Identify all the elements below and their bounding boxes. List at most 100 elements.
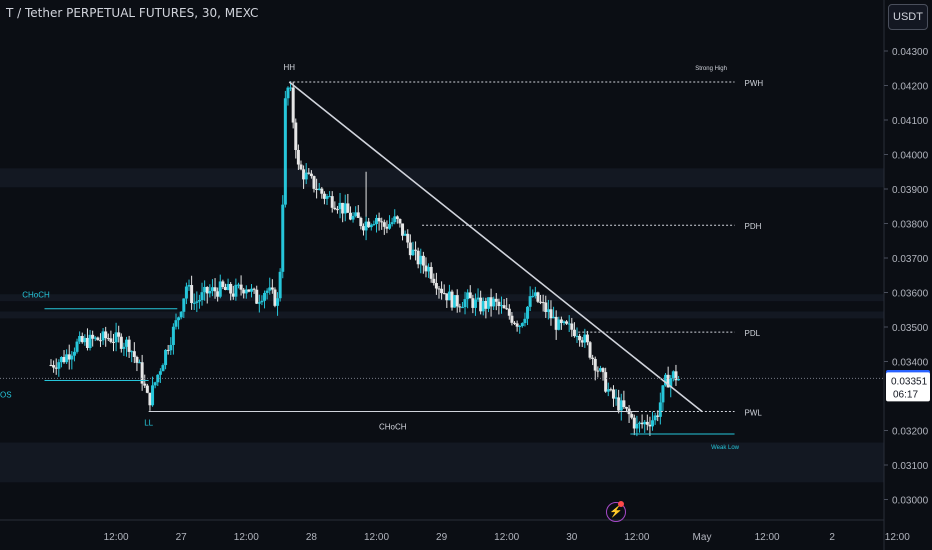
choch-upper-line-label: CHoCH [22, 291, 50, 300]
zone-band [0, 168, 884, 188]
candle-body [255, 289, 259, 304]
candle-body [526, 306, 530, 319]
candle-body [502, 305, 506, 309]
candle-body [164, 349, 168, 366]
candle-body [385, 226, 389, 229]
lightning-icon[interactable]: ⚡ [606, 502, 626, 522]
candle-body [630, 414, 634, 418]
candle-body [497, 301, 501, 307]
candle-body [93, 337, 97, 339]
zone-band [0, 442, 884, 483]
candle-body [638, 422, 642, 424]
candle-body [80, 336, 84, 343]
candle-body [479, 297, 483, 312]
chart-title: T / Tether PERPETUAL FUTURES, 30, MEXC [6, 6, 259, 20]
candle-body [195, 301, 199, 303]
candle-body [481, 300, 485, 312]
candle-body [466, 292, 470, 300]
candle-body [127, 339, 131, 352]
candle-body [309, 173, 313, 177]
y-tick-label: 0.03800 [892, 220, 929, 231]
candle-body [401, 223, 405, 236]
candles [49, 81, 681, 437]
candle-body [114, 332, 118, 343]
candle-body [544, 302, 548, 313]
candle-body [247, 289, 251, 292]
candle-body [119, 336, 123, 349]
candle-body [447, 291, 451, 301]
candle-body [250, 288, 254, 292]
candle-body [669, 378, 673, 388]
candle-body [369, 224, 373, 228]
candle-body [411, 249, 415, 256]
candle-body [192, 302, 196, 304]
choch-lower-line-label: CHoCH [379, 423, 407, 432]
candle-body [145, 385, 149, 393]
candle-body [330, 196, 334, 208]
candle-body [263, 292, 267, 301]
candle-body [307, 172, 311, 174]
candle-body [486, 297, 490, 309]
candle-body [101, 331, 105, 341]
candle-body [513, 322, 517, 324]
y-tick-label: 0.03900 [892, 185, 929, 196]
candle-body [328, 196, 332, 198]
x-tick-label: 12:00 [624, 532, 649, 543]
candle-body [72, 351, 76, 356]
candle-body [54, 367, 58, 369]
candle-body [234, 284, 238, 297]
candle-body [286, 87, 290, 99]
candle-body [453, 295, 457, 308]
candle-body [356, 212, 360, 218]
y-tick-label: 0.04000 [892, 151, 929, 162]
candle-body [403, 233, 407, 236]
y-tick-label: 0.03600 [892, 289, 929, 300]
candle-body [653, 415, 657, 421]
candle-body [640, 422, 644, 425]
pwl-line-label: PWL [745, 409, 763, 418]
candle-body [83, 337, 87, 343]
currency-button[interactable]: USDT [888, 4, 928, 30]
y-tick-label: 0.04300 [892, 47, 929, 58]
candle-body [611, 389, 615, 399]
candle-body [635, 423, 639, 429]
candle-body [377, 217, 381, 222]
candle-body [565, 321, 569, 324]
candle-body [380, 221, 384, 223]
candle-body [205, 286, 209, 294]
candle-body [372, 223, 376, 225]
candle-body [276, 298, 280, 306]
candle-body [601, 368, 605, 373]
candle-body [572, 329, 576, 337]
candle-body [658, 402, 662, 417]
candle-body [427, 266, 431, 272]
candle-body [75, 341, 79, 352]
candle-body [270, 287, 274, 290]
candle-body [96, 337, 100, 341]
candle-body [645, 421, 649, 425]
candle-body [494, 298, 498, 302]
hh-label: HH [283, 63, 295, 72]
x-tick-label: May [693, 532, 712, 543]
candle-body [341, 202, 345, 214]
candle-body [111, 341, 115, 343]
candle-body [283, 98, 287, 205]
candle-body [239, 284, 243, 290]
candle-body [197, 300, 201, 302]
candle-body [539, 301, 543, 303]
candle-body [546, 309, 550, 313]
candle-body [666, 374, 670, 388]
candle-body [416, 250, 420, 265]
candle-body [166, 349, 170, 351]
candle-body [343, 203, 347, 214]
candle-body [229, 283, 233, 294]
y-tick-label: 0.03100 [892, 461, 929, 472]
candle-body [643, 421, 647, 425]
candle-body [533, 292, 537, 296]
candle-body [393, 216, 397, 223]
candle-body [335, 209, 339, 211]
candle-body [138, 362, 142, 364]
pdl-line-label: PDL [745, 329, 761, 338]
candle-body [596, 370, 600, 372]
